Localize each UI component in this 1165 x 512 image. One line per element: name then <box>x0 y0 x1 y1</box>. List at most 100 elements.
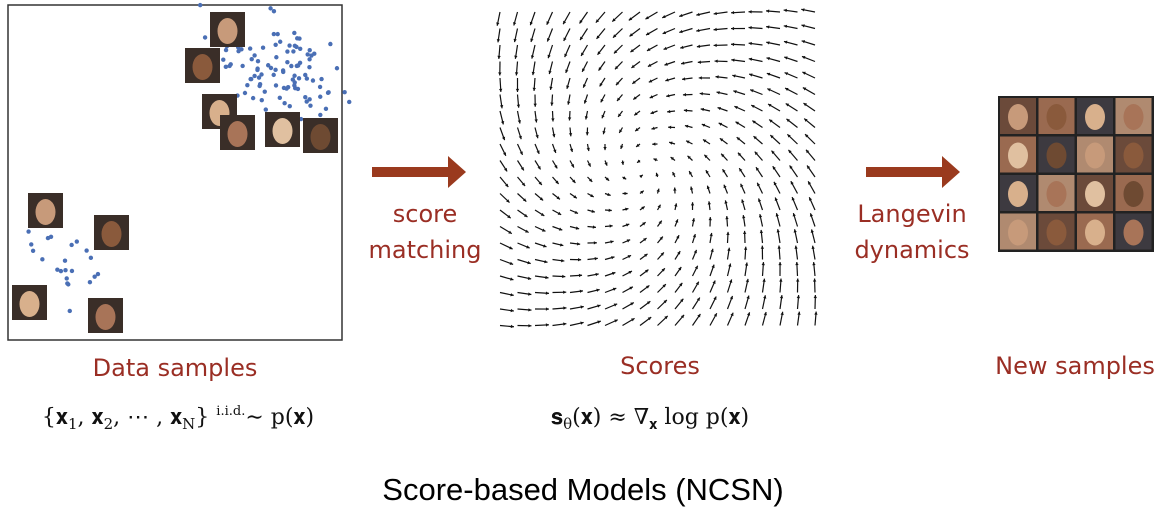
point <box>342 90 346 94</box>
sample-face <box>1085 104 1105 130</box>
point <box>292 31 296 35</box>
field-arrowhead <box>528 308 531 311</box>
arrow-label: dynamics <box>854 236 969 264</box>
point <box>251 96 255 100</box>
field-arrowhead <box>609 209 612 212</box>
arrow-label: score <box>393 200 458 228</box>
field-arrowhead <box>726 232 729 235</box>
point <box>285 49 289 53</box>
point <box>305 76 309 80</box>
formula-part: ∼ p(𝐱) <box>245 405 314 430</box>
field-arrowhead <box>778 246 781 249</box>
panel-label: Scores <box>620 352 700 380</box>
field-arrowhead <box>778 262 781 265</box>
field-arrowhead <box>700 92 703 95</box>
point <box>69 243 73 247</box>
point <box>65 281 69 285</box>
point <box>261 46 265 50</box>
field-arrowhead <box>731 11 734 14</box>
formula-part: , 𝐱 <box>78 405 104 430</box>
formula-part: , ⋯ , 𝐱 <box>113 405 182 430</box>
sample-face <box>1008 220 1028 246</box>
field-arrowhead <box>551 118 554 121</box>
point <box>282 86 286 90</box>
field-arrowhead <box>610 224 613 227</box>
point <box>70 269 74 273</box>
sample-face <box>1124 181 1144 207</box>
field-arrowhead <box>698 60 701 63</box>
point <box>297 36 301 40</box>
point <box>307 57 311 61</box>
point <box>245 83 249 87</box>
point <box>281 68 285 72</box>
point <box>309 53 313 57</box>
point <box>243 91 247 95</box>
point <box>272 9 276 13</box>
point <box>63 259 67 263</box>
point <box>46 236 50 240</box>
field-arrowhead <box>812 262 815 265</box>
point <box>221 58 225 62</box>
sample-face <box>1008 181 1028 207</box>
point <box>89 256 93 260</box>
field-arrowhead <box>731 43 734 46</box>
point <box>298 47 302 51</box>
arrow-label: Langevin <box>857 200 966 228</box>
face <box>218 18 238 44</box>
field-arrowhead <box>563 306 566 309</box>
field-arrowhead <box>731 27 734 30</box>
field-arrowhead <box>533 88 536 91</box>
point <box>29 242 33 246</box>
point <box>257 84 261 88</box>
field-arrowhead <box>511 325 514 328</box>
field-arrowhead <box>725 216 728 219</box>
point <box>250 57 254 61</box>
point <box>260 98 264 102</box>
point <box>273 43 277 47</box>
point <box>75 239 79 243</box>
vector-field <box>496 8 817 328</box>
formula: 𝐬θ(𝐱) ≈ ∇𝐱 log p(𝐱) <box>551 405 749 433</box>
point <box>31 249 35 253</box>
formula: {𝐱1, 𝐱2, ⋯ , 𝐱N} i.i.d.∼ p(𝐱) <box>42 404 314 433</box>
field-arrowhead <box>766 9 769 12</box>
field-arrowhead <box>625 192 628 195</box>
field-arrowhead <box>603 147 606 150</box>
formula-part: 1 <box>68 415 78 433</box>
field-arrowhead <box>497 56 500 59</box>
field-arrowhead <box>667 110 670 113</box>
field-arrowhead <box>749 10 752 13</box>
sample-face <box>1085 143 1105 169</box>
sample-face <box>1124 220 1144 246</box>
point <box>272 32 276 36</box>
field-arrowhead <box>563 291 566 294</box>
field-arrowhead <box>761 246 764 249</box>
formula-part: N <box>182 415 195 433</box>
point <box>224 48 228 52</box>
field-arrowhead <box>715 59 718 62</box>
field-arrowhead <box>749 26 752 29</box>
face <box>96 304 116 330</box>
field-arrowhead <box>744 247 747 250</box>
formula-part: 𝐬 <box>551 405 563 430</box>
arrow-label: matching <box>368 236 481 264</box>
point <box>335 66 339 70</box>
point <box>326 90 330 94</box>
point <box>249 77 253 81</box>
point <box>286 85 290 89</box>
point <box>273 68 277 72</box>
face <box>311 124 331 150</box>
point <box>256 59 260 63</box>
point <box>318 85 322 89</box>
field-arrowhead <box>517 105 520 108</box>
point <box>255 68 259 72</box>
point <box>248 46 252 50</box>
formula-part: θ <box>563 415 572 433</box>
point <box>271 73 275 77</box>
formula-part: {𝐱 <box>42 405 68 430</box>
field-arrowhead <box>683 93 686 96</box>
point <box>84 248 88 252</box>
point <box>295 64 299 68</box>
point <box>307 65 311 69</box>
point <box>203 35 207 39</box>
